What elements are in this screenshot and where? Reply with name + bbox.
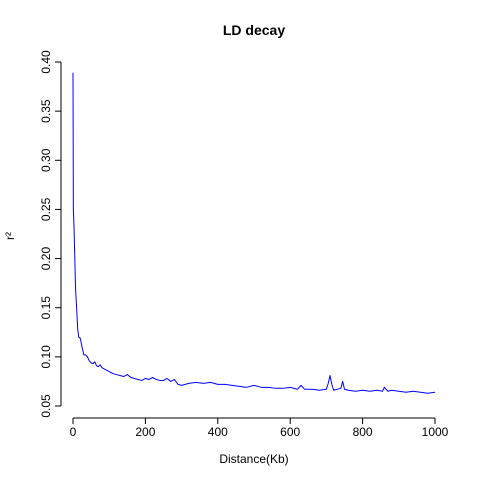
x-tick-label: 800 — [353, 425, 373, 439]
y-tick-label: 0.35 — [39, 99, 53, 123]
x-axis-title: Distance(Kb) — [219, 452, 288, 466]
x-tick-label: 0 — [70, 425, 77, 439]
x-tick-label: 200 — [135, 425, 155, 439]
chart-title: LD decay — [223, 22, 285, 38]
y-tick-label: 0.20 — [39, 247, 53, 271]
x-tick-label: 600 — [280, 425, 300, 439]
x-tick-label: 400 — [208, 425, 228, 439]
ld-decay-series-line — [72, 72, 436, 394]
y-tick-label: 0.10 — [39, 345, 53, 369]
y-tick-label: 0.15 — [39, 296, 53, 320]
x-axis: 0 200 400 600 800 1000 — [70, 417, 449, 439]
y-tick-label: 0.30 — [39, 148, 53, 172]
y-tick-label: 0.25 — [39, 197, 53, 221]
y-tick-label: 0.05 — [39, 394, 53, 418]
series-layer — [72, 72, 436, 394]
x-tick-label: 1000 — [422, 425, 449, 439]
y-axis-title: r² — [3, 232, 17, 240]
y-tick-label: 0.40 — [39, 50, 53, 74]
y-axis: 0.05 0.10 0.15 0.20 0.25 0.30 0.35 0.40 — [39, 50, 62, 418]
